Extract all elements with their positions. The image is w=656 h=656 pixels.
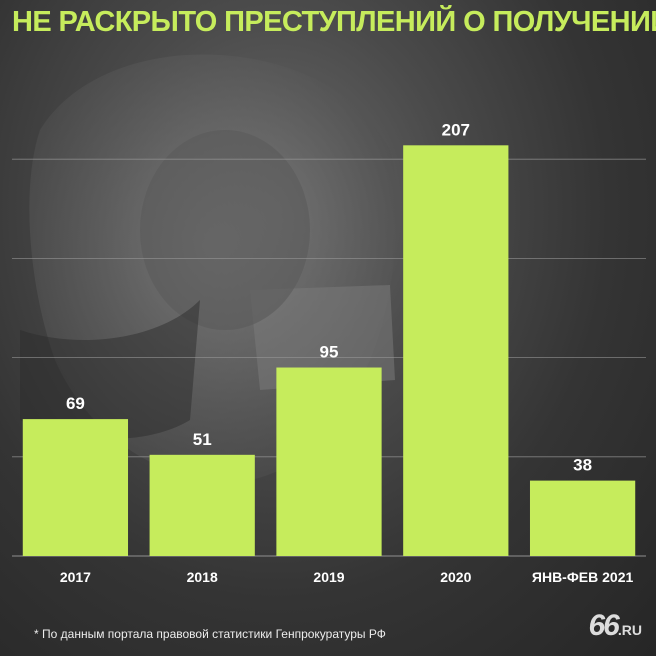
x-tick-label: ЯНВ-ФЕВ 2021 (532, 569, 634, 585)
logo-suffix: .RU (617, 622, 642, 638)
x-tick-label: 2017 (60, 569, 91, 585)
bar (22, 419, 129, 556)
value-label: 95 (320, 343, 339, 362)
bar (403, 145, 509, 556)
x-tick-labels: 2017 2018 2019 2020 ЯНВ-ФЕВ 2021 (60, 569, 634, 585)
source-footnote: * По данным портала правовой статистики … (34, 627, 386, 641)
bar (529, 480, 636, 556)
chart-title: НЕ РАСКРЫТО ПРЕСТУПЛЕНИЙ О ПОЛУЧЕНИИ ВЗЯ… (12, 6, 656, 38)
bars (22, 145, 636, 556)
logo-main: 66 (588, 609, 620, 642)
value-labels: 69 51 95 207 38 (66, 120, 592, 474)
value-label: 69 (66, 394, 85, 413)
x-tick-label: 2020 (440, 569, 471, 585)
value-label: 38 (573, 456, 592, 475)
value-label: 207 (442, 120, 470, 139)
value-label: 51 (193, 430, 212, 449)
bar (149, 454, 255, 556)
x-tick-label: 2018 (187, 569, 218, 585)
brand-logo: 66.RU (589, 609, 643, 643)
bar (276, 367, 382, 556)
x-tick-label: 2019 (313, 569, 344, 585)
